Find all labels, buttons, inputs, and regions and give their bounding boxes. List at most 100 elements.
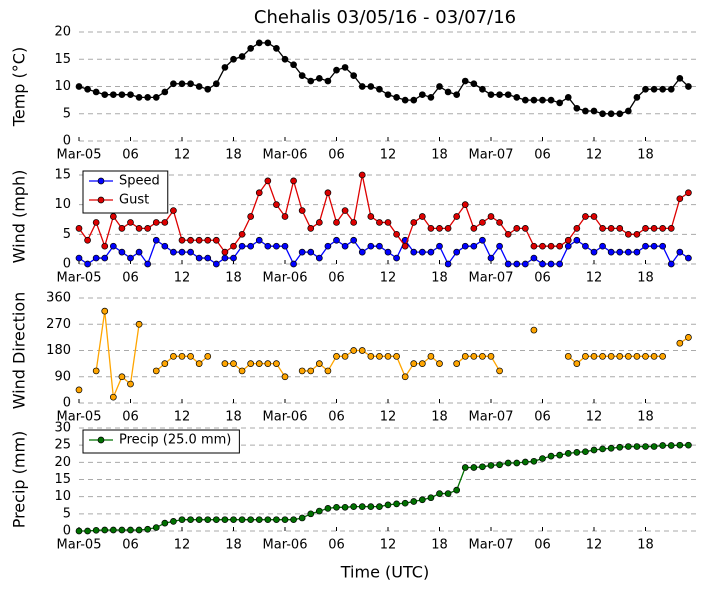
data-point <box>264 242 272 250</box>
data-point <box>281 242 289 250</box>
data-point <box>513 225 521 232</box>
data-point <box>624 352 632 360</box>
data-point <box>101 242 109 250</box>
data-point <box>273 201 280 208</box>
data-point <box>573 225 581 232</box>
data-point <box>547 260 555 268</box>
x-tick-label: 18 <box>637 271 654 286</box>
data-point <box>573 449 581 456</box>
data-point <box>350 347 358 354</box>
data-point <box>633 94 641 101</box>
data-point <box>418 248 426 256</box>
data-point <box>204 516 212 524</box>
data-point <box>479 85 486 93</box>
data-point <box>324 77 332 85</box>
data-point <box>315 219 323 226</box>
data-point <box>444 88 452 96</box>
data-point <box>564 242 572 250</box>
data-point <box>333 236 340 244</box>
x-tick-label: 18 <box>431 271 448 286</box>
data-point <box>367 83 375 90</box>
x-tick-label: Mar-05 <box>57 410 102 425</box>
data-point <box>135 320 143 328</box>
data-point <box>101 526 109 534</box>
data-point <box>530 242 538 250</box>
data-point <box>667 442 675 449</box>
data-point <box>410 248 418 256</box>
data-point <box>376 85 383 93</box>
data-point <box>504 230 512 238</box>
y-tick-label: 180 <box>46 343 71 358</box>
x-tick-label: 18 <box>637 410 654 425</box>
data-point <box>607 444 615 452</box>
data-point <box>642 443 649 450</box>
data-point <box>564 94 572 101</box>
data-point <box>367 352 375 360</box>
data-point <box>453 91 461 99</box>
y-tick-label: 10 <box>54 489 71 504</box>
x-tick-label: 18 <box>637 148 654 163</box>
data-point <box>212 236 220 244</box>
data-point <box>504 91 512 99</box>
data-point <box>152 524 160 531</box>
data-point <box>436 490 443 497</box>
data-point <box>607 225 615 232</box>
data-point <box>633 443 641 450</box>
data-point <box>582 213 589 220</box>
data-point <box>384 219 392 226</box>
y-tick-label: 20 <box>54 455 71 470</box>
data-point <box>470 464 478 471</box>
data-point <box>470 80 478 88</box>
data-point <box>384 352 392 360</box>
data-point <box>75 527 83 535</box>
data-point <box>564 352 572 360</box>
data-point <box>247 213 255 220</box>
data-point <box>333 66 340 74</box>
data-point <box>307 367 315 375</box>
data-point <box>92 88 100 96</box>
data-point <box>616 248 624 256</box>
data-point <box>479 236 486 244</box>
data-point <box>204 352 212 360</box>
data-point <box>461 464 469 471</box>
y-tick-label: 0 <box>63 257 71 272</box>
data-point <box>341 207 349 214</box>
x-tick-label: 06 <box>328 271 345 286</box>
data-point <box>616 352 624 360</box>
data-point <box>109 213 117 220</box>
series-line <box>78 42 689 115</box>
data-point <box>290 516 297 524</box>
data-point <box>393 94 400 101</box>
data-point <box>187 516 194 524</box>
data-point <box>453 248 461 256</box>
data-point <box>367 213 375 220</box>
data-point <box>547 452 555 460</box>
data-point <box>273 516 280 524</box>
data-point <box>238 367 246 375</box>
data-point <box>212 260 220 268</box>
data-point <box>436 242 443 250</box>
data-point <box>590 248 598 256</box>
data-point <box>281 55 289 63</box>
data-point <box>539 96 546 104</box>
data-point <box>170 352 177 360</box>
data-point <box>152 236 160 244</box>
data-point <box>324 367 332 375</box>
data-point <box>504 459 512 467</box>
data-point <box>230 55 237 63</box>
x-tick-label: Mar-07 <box>469 271 514 286</box>
series-line <box>95 311 140 398</box>
data-point <box>204 236 212 244</box>
data-point <box>393 230 400 238</box>
data-point <box>418 496 426 504</box>
x-tick-label: 06 <box>534 148 551 163</box>
x-tick-label: 12 <box>174 271 191 286</box>
data-point <box>685 83 692 90</box>
data-point <box>401 96 409 104</box>
data-point <box>427 248 435 256</box>
data-point <box>127 254 134 262</box>
legend: Precip (25.0 mm) <box>82 429 240 454</box>
data-point <box>453 213 461 220</box>
data-point <box>84 85 91 93</box>
data-point <box>212 516 220 524</box>
